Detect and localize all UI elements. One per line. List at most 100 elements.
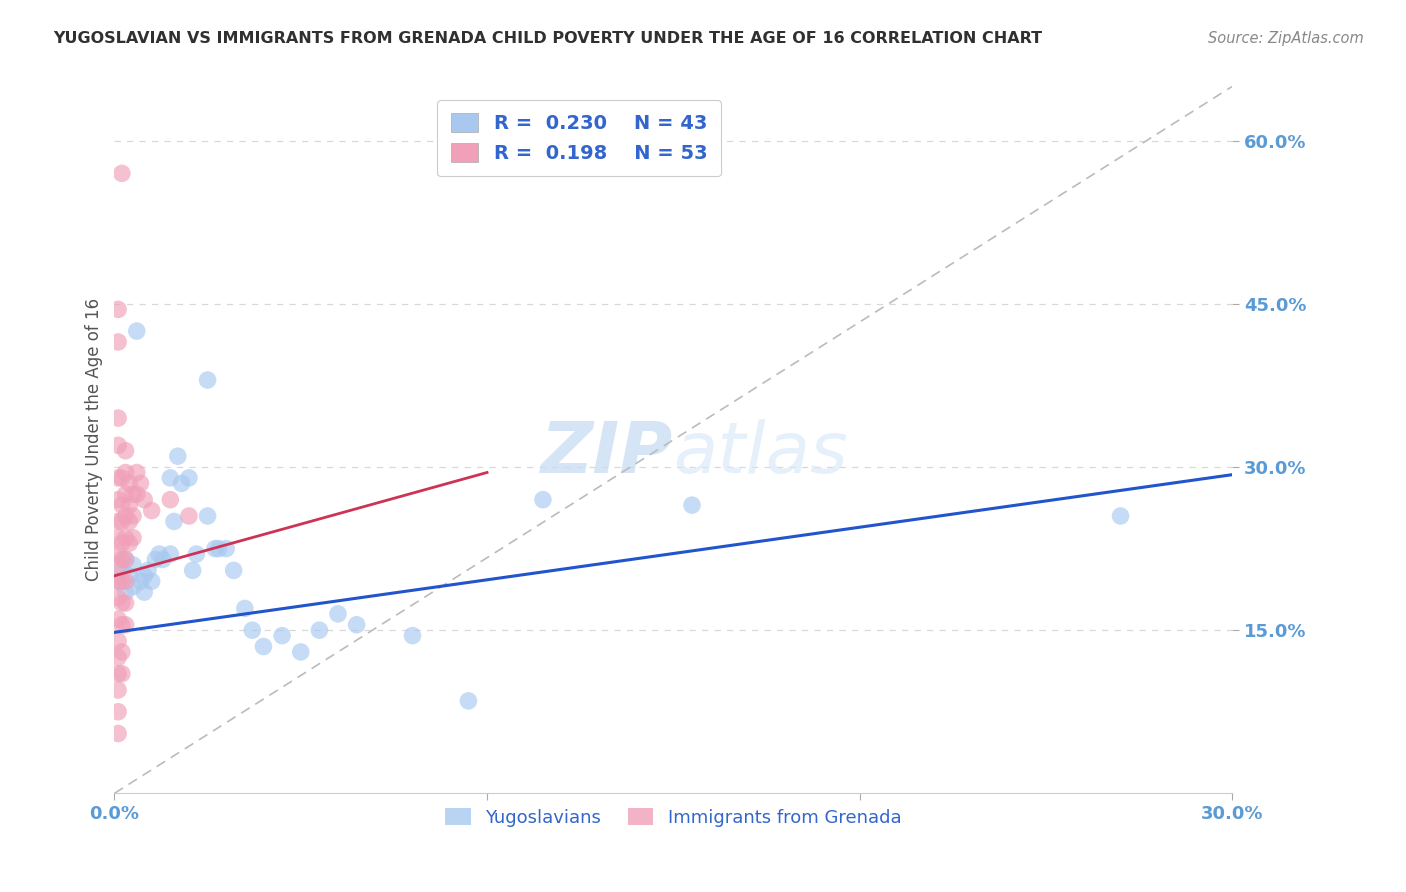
Point (114, 574, 136, 589)
Point (111, 574, 134, 589)
Text: Source: ZipAtlas.com: Source: ZipAtlas.com (1208, 31, 1364, 46)
Point (136, 563, 159, 577)
Point (118, 515, 141, 529)
Y-axis label: Child Poverty Under the Age of 16: Child Poverty Under the Age of 16 (86, 298, 103, 582)
Point (346, 617, 368, 632)
Point (159, 492, 181, 507)
Point (308, 623, 330, 637)
Point (122, 531, 145, 545)
Point (163, 515, 186, 529)
Point (122, 508, 145, 523)
Legend: Yugoslavians, Immigrants from Grenada: Yugoslavians, Immigrants from Grenada (439, 800, 908, 834)
Point (114, 487, 136, 501)
Point (166, 449, 188, 463)
Point (122, 580, 145, 594)
Point (111, 645, 134, 659)
Point (107, 650, 129, 665)
Point (107, 531, 129, 545)
Point (111, 536, 134, 550)
Point (145, 552, 167, 566)
Point (159, 547, 181, 561)
Point (114, 443, 136, 458)
Point (107, 438, 129, 452)
Point (1109, 508, 1132, 523)
Point (114, 585, 136, 599)
Point (159, 471, 181, 485)
Point (457, 694, 479, 708)
Point (531, 492, 554, 507)
Point (111, 515, 134, 529)
Point (177, 508, 200, 523)
Point (125, 324, 148, 338)
Text: YUGOSLAVIAN VS IMMIGRANTS FROM GRENADA CHILD POVERTY UNDER THE AGE OF 16 CORRELA: YUGOSLAVIAN VS IMMIGRANTS FROM GRENADA C… (53, 31, 1043, 46)
Point (114, 552, 136, 566)
Point (107, 574, 129, 589)
Point (107, 547, 129, 561)
Point (208, 541, 231, 556)
Point (107, 471, 129, 485)
Point (111, 166, 134, 180)
Point (170, 476, 193, 491)
Point (181, 563, 204, 577)
Text: atlas: atlas (673, 419, 848, 489)
Point (107, 492, 129, 507)
Point (111, 563, 134, 577)
Point (134, 585, 156, 599)
Point (122, 558, 145, 572)
Point (148, 547, 170, 561)
Point (107, 302, 129, 317)
Point (134, 569, 156, 583)
Point (111, 666, 134, 681)
Point (240, 623, 263, 637)
Point (177, 471, 200, 485)
Point (197, 373, 219, 387)
Point (233, 601, 256, 615)
Point (186, 547, 208, 561)
Point (114, 617, 136, 632)
Point (107, 612, 129, 626)
Point (114, 596, 136, 610)
Point (118, 536, 141, 550)
Text: ZIP: ZIP (541, 419, 673, 489)
Point (107, 705, 129, 719)
Point (111, 471, 134, 485)
Point (141, 503, 163, 517)
Point (111, 498, 134, 512)
Point (111, 596, 134, 610)
Point (152, 552, 174, 566)
Point (107, 411, 129, 425)
Point (114, 466, 136, 480)
Point (107, 726, 129, 740)
Point (107, 634, 129, 648)
Point (122, 487, 145, 501)
Point (129, 574, 152, 589)
Point (114, 508, 136, 523)
Point (326, 607, 349, 621)
Point (118, 569, 141, 583)
Point (107, 666, 129, 681)
Point (107, 558, 129, 572)
Point (118, 498, 141, 512)
Point (290, 645, 312, 659)
Point (111, 617, 134, 632)
Point (118, 476, 141, 491)
Point (215, 541, 238, 556)
Point (222, 563, 245, 577)
Point (107, 683, 129, 698)
Point (125, 466, 148, 480)
Point (107, 591, 129, 605)
Point (107, 515, 129, 529)
Point (252, 640, 274, 654)
Point (271, 629, 294, 643)
Point (681, 498, 703, 512)
Point (197, 508, 219, 523)
Point (114, 552, 136, 566)
Point (114, 531, 136, 545)
Point (107, 334, 129, 349)
Point (134, 492, 156, 507)
Point (107, 574, 129, 589)
Point (129, 476, 152, 491)
Point (111, 552, 134, 566)
Point (204, 541, 226, 556)
Point (125, 487, 148, 501)
